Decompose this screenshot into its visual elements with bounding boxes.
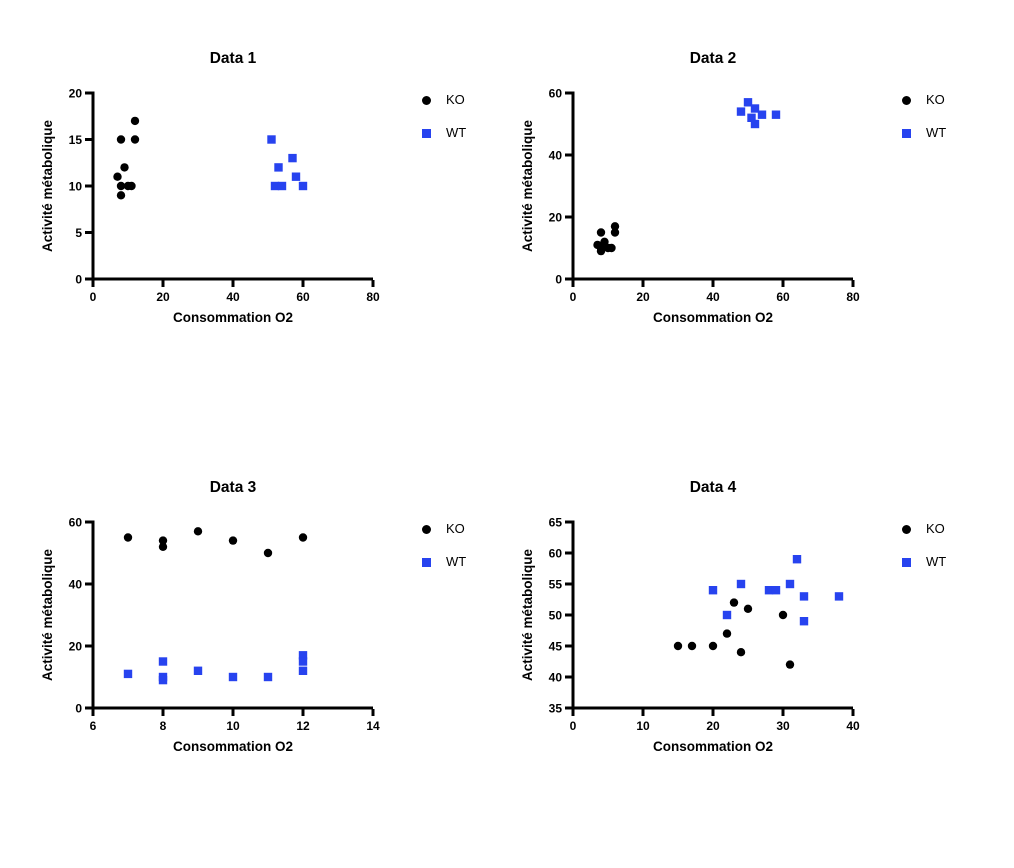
legend-entry-ko: KO	[422, 521, 466, 537]
chart-panel-data-1: 0 20 40 60 80 0 5 10 15 20 Consommation O2 Activité…	[0, 0, 507, 434]
legend-entry-ko: KO	[422, 92, 466, 108]
svg-text:10: 10	[69, 180, 83, 194]
svg-text:Activité métabolique: Activité métabolique	[40, 548, 55, 681]
svg-text:60: 60	[296, 290, 310, 304]
svg-text:Activité métabolique: Activité métabolique	[520, 119, 535, 252]
svg-text:20: 20	[156, 290, 170, 304]
svg-text:Consommation O2: Consommation O2	[173, 310, 293, 325]
svg-text:55: 55	[549, 578, 563, 592]
svg-text:80: 80	[366, 290, 380, 304]
svg-text:5: 5	[75, 226, 82, 240]
svg-text:80: 80	[846, 290, 860, 304]
svg-text:60: 60	[69, 516, 83, 530]
svg-text:12: 12	[296, 719, 310, 733]
svg-text:Consommation O2: Consommation O2	[173, 739, 293, 754]
legend-entry-ko: KO	[902, 521, 946, 537]
legend-label-wt: WT	[446, 125, 467, 140]
svg-text:50: 50	[549, 609, 563, 623]
wt-square-marker-icon	[422, 128, 431, 138]
legend-entry-ko: KO	[902, 92, 946, 108]
svg-text:0: 0	[90, 290, 97, 304]
legend-entry-wt: WT	[902, 554, 946, 570]
legend-label-wt: WT	[446, 554, 467, 569]
svg-text:6: 6	[90, 719, 97, 733]
svg-text:Activité métabolique: Activité métabolique	[40, 119, 55, 252]
legend-label-ko: KO	[926, 92, 945, 107]
svg-text:20: 20	[69, 87, 83, 101]
legend: KO WT	[422, 521, 466, 587]
svg-text:0: 0	[555, 273, 562, 287]
svg-text:Consommation O2: Consommation O2	[653, 310, 773, 325]
legend-entry-wt: WT	[902, 125, 946, 141]
svg-text:65: 65	[549, 516, 563, 530]
legend-label-wt: WT	[926, 554, 947, 569]
legend-label-ko: KO	[446, 92, 465, 107]
wt-square-marker-icon	[902, 128, 911, 138]
scatter-plot-data-4: 0 10 20 30 40 35 40 45 50 55 60 65 Consommation O2 Ac…	[520, 516, 860, 755]
svg-text:Consommation O2: Consommation O2	[653, 739, 773, 754]
scatter-plot-data-3: 6 8 10 12 14 0 20 40 60 Consommation O2 Activité m…	[40, 516, 380, 755]
svg-text:20: 20	[706, 719, 720, 733]
svg-text:20: 20	[69, 640, 83, 654]
svg-text:60: 60	[776, 290, 790, 304]
svg-text:0: 0	[570, 719, 577, 733]
svg-text:8: 8	[160, 719, 167, 733]
svg-text:0: 0	[75, 702, 82, 716]
ko-circle-marker-icon	[902, 524, 911, 534]
svg-text:40: 40	[706, 290, 720, 304]
svg-text:0: 0	[570, 290, 577, 304]
legend: KO WT	[422, 92, 466, 158]
chart-title: Data 2	[689, 50, 737, 67]
svg-text:20: 20	[549, 211, 563, 225]
ko-circle-marker-icon	[902, 95, 911, 105]
svg-text:20: 20	[636, 290, 650, 304]
svg-text:40: 40	[549, 149, 563, 163]
svg-text:Activité métabolique: Activité métabolique	[520, 548, 535, 681]
svg-text:14: 14	[366, 719, 380, 733]
svg-text:40: 40	[226, 290, 240, 304]
chart-panel-data-2: 0 20 40 60 80 0 20 40 60 Consommation O2 Activité …	[480, 0, 987, 434]
chart-title: Data 4	[689, 479, 737, 496]
legend: KO WT	[902, 521, 946, 587]
ko-circle-marker-icon	[422, 524, 431, 534]
legend-entry-wt: WT	[422, 125, 466, 141]
legend-label-wt: WT	[926, 125, 947, 140]
chart-panel-data-4: 0 10 20 30 40 35 40 45 50 55 60 65 Consommation O2 Ac…	[480, 429, 987, 863]
svg-text:0: 0	[75, 273, 82, 287]
svg-text:40: 40	[69, 578, 83, 592]
legend-label-ko: KO	[926, 521, 945, 536]
chart-title: Data 1	[209, 50, 257, 67]
svg-text:15: 15	[69, 133, 83, 147]
svg-text:35: 35	[549, 702, 563, 716]
legend-label-ko: KO	[446, 521, 465, 536]
chart-title: Data 3	[209, 479, 257, 496]
chart-panel-data-3: 6 8 10 12 14 0 20 40 60 Consommation O2 Activité m…	[0, 429, 507, 863]
wt-square-marker-icon	[422, 557, 431, 567]
svg-text:10: 10	[636, 719, 650, 733]
svg-text:60: 60	[549, 87, 563, 101]
svg-text:60: 60	[549, 547, 563, 561]
svg-text:10: 10	[226, 719, 240, 733]
legend: KO WT	[902, 92, 946, 158]
svg-text:30: 30	[776, 719, 790, 733]
svg-text:40: 40	[846, 719, 860, 733]
wt-square-marker-icon	[902, 557, 911, 567]
svg-text:40: 40	[549, 671, 563, 685]
svg-text:45: 45	[549, 640, 563, 654]
ko-circle-marker-icon	[422, 95, 431, 105]
legend-entry-wt: WT	[422, 554, 466, 570]
